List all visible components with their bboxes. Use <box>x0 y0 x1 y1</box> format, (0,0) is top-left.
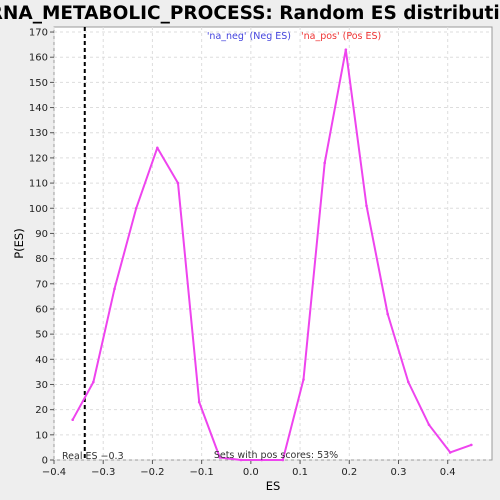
series-point <box>281 458 285 462</box>
y-tick-label: 140 <box>29 103 48 114</box>
series-point <box>218 456 222 459</box>
series-points <box>71 48 473 462</box>
y-tick-label: 170 <box>29 28 48 39</box>
y-tick-label: 120 <box>29 153 48 164</box>
series-point <box>176 181 180 185</box>
chart-title: RRNA_METABOLIC_PROCESS: Random ES distri… <box>0 3 500 24</box>
y-axis-label: P(ES) <box>12 228 26 258</box>
series-point <box>386 312 389 316</box>
series-point <box>448 451 452 454</box>
y-tick-label: 150 <box>29 78 48 89</box>
series-point <box>260 458 263 462</box>
x-tick-label: −0.3 <box>91 467 115 478</box>
y-tick-label: 50 <box>35 330 48 341</box>
x-tick-label: −0.1 <box>189 467 213 478</box>
real-es-label: Real ES −0.3 <box>62 451 124 462</box>
x-axis-label: ES <box>266 479 281 493</box>
y-tick-label: 160 <box>29 53 48 64</box>
y-tick-label: 10 <box>35 430 48 441</box>
y-tick-label: 60 <box>35 304 48 315</box>
x-tick-label: −0.4 <box>42 467 66 478</box>
y-axis-ticks: 0 10 20 30 40 50 60 70 80 90 100 110 120 130 140 150 160… <box>29 28 54 467</box>
pos-score-footnote: Sets with pos scores: 53% <box>214 450 338 461</box>
es-distribution-series-line <box>71 48 472 461</box>
series-point <box>302 378 305 381</box>
y-tick-label: 40 <box>35 355 48 366</box>
series-point <box>427 423 431 427</box>
x-axis-ticks: −0.4 −0.3 −0.2 −0.1 0.0 0.1 0.2 0.3 0.4 <box>42 460 456 478</box>
x-tick-label: 0.4 <box>440 467 456 478</box>
legend-neg-entry: 'na_neg' (Neg ES) <box>207 31 291 42</box>
series-point <box>365 204 368 208</box>
series-point <box>239 458 243 462</box>
y-tick-label: 90 <box>35 229 48 240</box>
x-tick-label: 0.0 <box>243 467 259 478</box>
y-tick-label: 100 <box>29 204 48 215</box>
series-point <box>134 206 138 210</box>
y-tick-label: 70 <box>35 279 48 290</box>
series-point <box>323 161 326 165</box>
series-point <box>156 146 159 150</box>
series-point <box>407 380 410 384</box>
series-point <box>113 287 116 291</box>
grid-lines <box>53 27 492 461</box>
x-tick-label: 0.2 <box>341 467 357 478</box>
series-point <box>92 380 95 384</box>
y-tick-label: 130 <box>29 128 48 139</box>
series-point <box>470 443 473 447</box>
series-point <box>71 418 75 422</box>
x-tick-label: −0.2 <box>140 467 164 478</box>
y-tick-label: 30 <box>35 380 48 391</box>
series-point <box>197 400 201 404</box>
legend-pos-entry: 'na_pos' (Pos ES) <box>301 31 381 42</box>
series-point <box>344 48 348 51</box>
plot-area <box>53 26 493 461</box>
y-tick-label: 80 <box>35 254 48 265</box>
y-tick-label: 110 <box>29 179 48 190</box>
x-tick-label: 0.3 <box>391 467 407 478</box>
y-tick-label: 0 <box>42 456 48 467</box>
y-tick-label: 20 <box>35 405 48 416</box>
x-tick-label: 0.1 <box>292 467 308 478</box>
